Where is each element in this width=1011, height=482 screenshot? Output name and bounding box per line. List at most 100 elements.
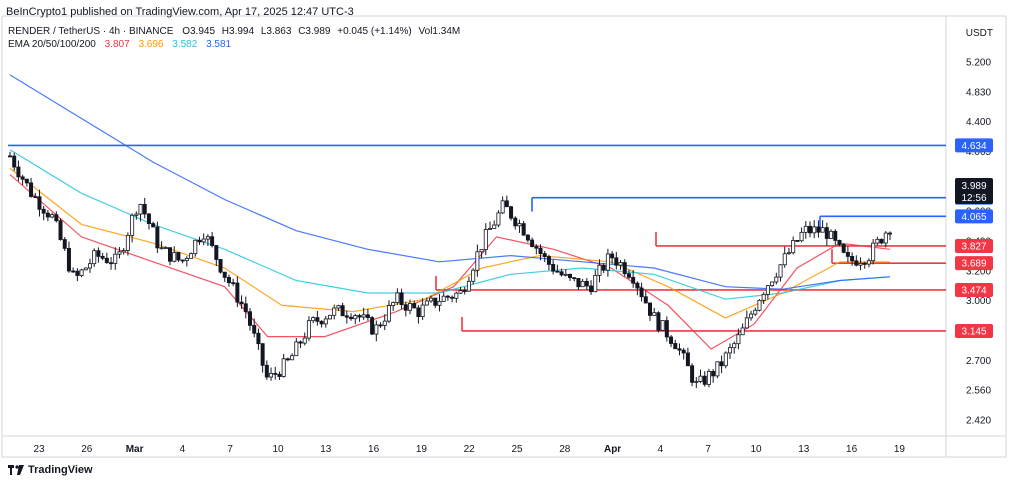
candle-body (681, 349, 686, 354)
y-axis-tick-label: 5.200 (966, 58, 991, 69)
candle-body (597, 264, 602, 276)
candle-body (850, 256, 855, 262)
candle-body (138, 204, 143, 215)
symbol-legend[interactable]: RENDER / TetherUS · 4h · BINANCE O3.945 … (8, 26, 464, 37)
candle-body (370, 317, 375, 335)
candle-body (163, 247, 168, 250)
countdown-label: 12:56 (961, 193, 986, 204)
plot-border (1, 15, 1007, 458)
tradingview-logo[interactable]: TradingView (8, 464, 93, 476)
ema-line-ema20 (9, 174, 891, 350)
candle-body (117, 251, 122, 255)
y-axis-tick-label: 2.560 (966, 386, 991, 397)
candle-body (534, 246, 539, 249)
candle-body (290, 355, 295, 361)
candle-body (146, 213, 151, 224)
time-axis[interactable]: 23 26 Mar 4 7 10 13 16 19 22 25 28 Apr 4 7 10 13 16 19 (33, 444, 905, 455)
candle-body (24, 178, 29, 184)
candle-body (538, 247, 543, 255)
current-price-label: 3.989 (961, 181, 986, 192)
candle-body (492, 224, 497, 229)
high-value: H3.994 (221, 26, 255, 37)
candle-body (829, 230, 834, 239)
candle-body (416, 307, 421, 318)
horizontal-levels (8, 144, 946, 332)
candle-body (33, 196, 38, 198)
candle-body (353, 315, 358, 320)
candle-body (833, 230, 838, 241)
x-axis-tick-label: 19 (894, 444, 906, 455)
candle-body (778, 264, 783, 278)
candle-body (660, 320, 665, 331)
candle-body (475, 251, 480, 271)
ema100-value: 3.582 (172, 39, 198, 50)
candle-body (29, 182, 34, 197)
candle-body (732, 343, 737, 349)
candle-body (205, 236, 210, 240)
candle-body (744, 317, 749, 329)
candle-body (327, 314, 332, 320)
candle-body (546, 256, 551, 265)
candle-body (677, 348, 682, 351)
candle-body (344, 315, 349, 318)
candle-body (399, 292, 404, 306)
candle-body (382, 320, 387, 326)
candle-body (795, 240, 800, 242)
candle-body (450, 296, 455, 299)
candle-body (786, 252, 791, 255)
x-axis-tick-label: 13 (798, 444, 810, 455)
candle-body (12, 155, 17, 168)
candle-body (277, 373, 282, 377)
candle-body (879, 238, 884, 244)
level-badge-label: 3.145 (961, 326, 986, 337)
candle-body (349, 316, 354, 320)
candle-body (184, 257, 189, 262)
candle-body (374, 324, 379, 335)
candle-body (176, 252, 181, 261)
candle-body (803, 225, 808, 233)
volume-value: Vol1.34M (418, 26, 461, 37)
x-axis-tick-label: Apr (604, 444, 621, 455)
currency-label: USDT (965, 28, 993, 39)
candle-body (504, 200, 509, 208)
candle-body (487, 228, 492, 230)
candle-body (58, 220, 63, 240)
candle-body (652, 312, 657, 316)
candle-body (702, 375, 707, 385)
level-badge-bg (955, 209, 993, 224)
y-axis-tick-label: 3.000 (966, 296, 991, 307)
candle-body (883, 232, 888, 244)
candle-body (808, 225, 813, 234)
candle-body (386, 305, 391, 322)
candle-body (824, 227, 829, 239)
candle-body (336, 305, 341, 309)
candle-body (71, 270, 76, 273)
candle-body (167, 247, 172, 262)
ema-legend[interactable]: EMA 20/50/100/200 3.807 3.696 3.582 3.58… (8, 39, 237, 50)
candle-body (130, 214, 135, 236)
candle-body (189, 253, 194, 259)
candle-body (555, 270, 560, 273)
candle-body (723, 352, 728, 367)
candle-body (306, 320, 311, 339)
candle-body (311, 317, 316, 322)
open-value: O3.945 (182, 26, 216, 37)
candle-body (424, 300, 429, 306)
level-badge-label: 3.474 (961, 285, 986, 296)
candle-body (151, 223, 156, 228)
tradingview-icon (8, 465, 24, 475)
candle-body (235, 282, 240, 303)
level-badge-label: 4.634 (961, 141, 986, 152)
candle-body (226, 276, 231, 284)
candle-body (774, 276, 779, 283)
y-axis-tick-label: 2.420 (966, 416, 991, 427)
candle-body (437, 301, 442, 306)
level-badge-label: 3.689 (961, 259, 986, 270)
candle-body (551, 263, 556, 272)
publisher-info: BeInCrypto1 published on TradingView.com… (6, 6, 354, 18)
candle-body (420, 304, 425, 318)
candle-body (875, 238, 880, 244)
candle-body (315, 317, 320, 322)
